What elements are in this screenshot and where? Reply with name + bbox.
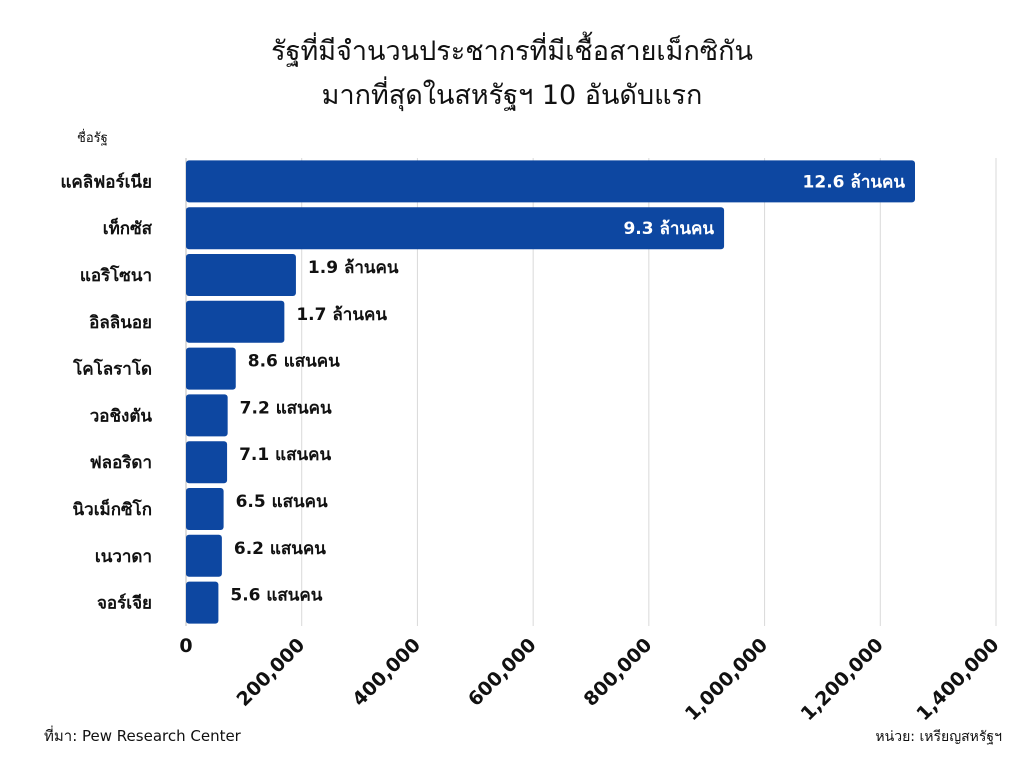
- x-tick-label: 1,400,000: [912, 634, 1003, 720]
- data-label: 5.6 แสนคน: [230, 586, 322, 606]
- category-label: เท็กซัส: [103, 216, 153, 239]
- data-label: 7.1 แสนคน: [239, 445, 331, 465]
- bar: [186, 534, 222, 577]
- x-tick-label: 800,000: [580, 634, 657, 711]
- category-label: แอริโซนา: [80, 265, 152, 286]
- data-label: 1.7 ล้านคน: [296, 305, 387, 325]
- category-label: ฟลอริดา: [90, 453, 152, 473]
- data-label: 12.6 ล้านคน: [803, 172, 906, 192]
- x-tick-label: 0: [179, 635, 192, 657]
- x-tick-label: 200,000: [232, 634, 309, 711]
- chart-title: รัฐที่มีจำนวนประชากรที่มีเชื้อสายเม็กซิก…: [0, 30, 1024, 118]
- category-label: นิวเม็กซิโก: [73, 497, 152, 520]
- bar: [186, 160, 915, 203]
- category-label: แคลิฟอร์เนีย: [60, 171, 152, 192]
- bar: [186, 441, 228, 484]
- category-label: โคโลราโด: [72, 359, 152, 380]
- x-tick-label: 600,000: [464, 634, 541, 711]
- x-tick-label: 1,000,000: [681, 634, 772, 720]
- data-label: 7.2 แสนคน: [240, 398, 332, 418]
- unit-note: หน่วย: เหรียญสหรัฐฯ: [875, 729, 1002, 745]
- bar: [186, 254, 296, 296]
- chart-title-line-2: มากที่สุดในสหรัฐฯ 10 อันดับแรก: [321, 80, 703, 111]
- bar: [186, 347, 236, 390]
- bar: [186, 488, 224, 530]
- category-label: จอร์เจีย: [97, 593, 152, 614]
- chart-title-line-1: รัฐที่มีจำนวนประชากรที่มีเชื้อสายเม็กซิก…: [271, 36, 753, 67]
- data-label: 6.2 แสนคน: [234, 539, 326, 559]
- bar: [186, 300, 285, 343]
- bar: [186, 581, 219, 624]
- category-label: อิลลินอย: [89, 313, 152, 333]
- data-label: 9.3 ล้านคน: [623, 219, 714, 239]
- y-axis-title: ชื่อรัฐ: [77, 131, 108, 146]
- bar: [186, 207, 725, 250]
- data-label: 1.9 ล้านคน: [308, 258, 399, 278]
- bar: [186, 394, 228, 437]
- x-tick-label: 1,200,000: [797, 634, 888, 720]
- data-label: 6.5 แสนคน: [236, 492, 328, 512]
- data-label: 8.6 แสนคน: [248, 352, 340, 372]
- source-note: ที่มา: Pew Research Center: [44, 727, 241, 745]
- category-label: วอชิงตัน: [90, 406, 153, 426]
- x-tick-label: 400,000: [348, 634, 425, 711]
- category-label: เนวาดา: [95, 547, 152, 567]
